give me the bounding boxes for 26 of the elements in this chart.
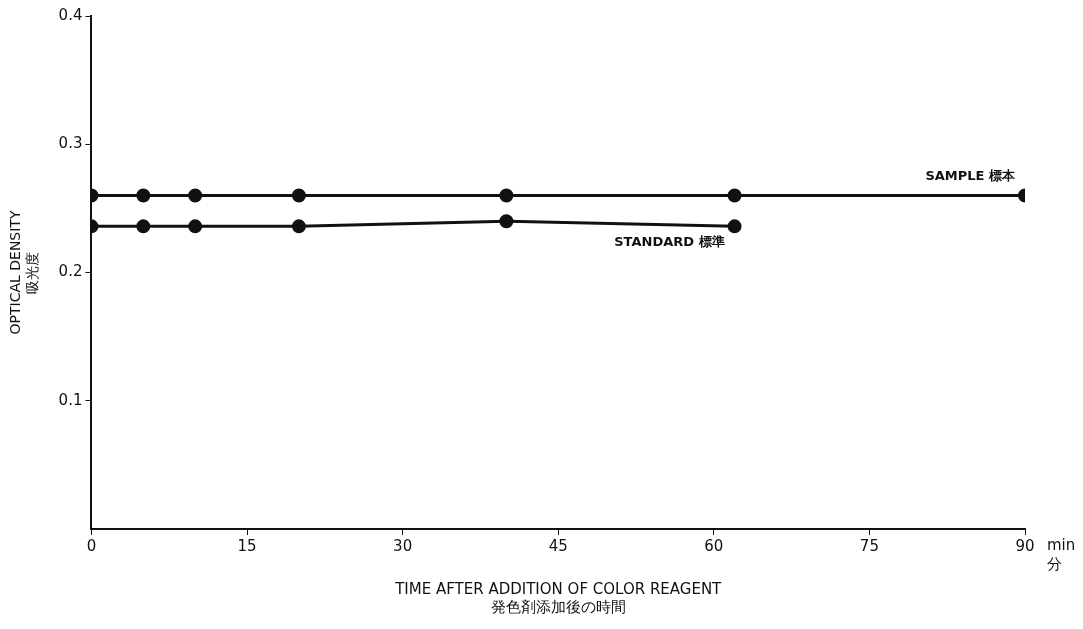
point bbox=[291, 219, 306, 234]
y-tick-label: 0.2 bbox=[58, 262, 83, 281]
x-tick-label: 15 bbox=[237, 536, 257, 555]
point bbox=[727, 219, 742, 234]
series-label: STANDARD 標準 bbox=[614, 234, 725, 250]
point bbox=[188, 219, 203, 234]
point bbox=[499, 214, 514, 229]
series-label: SAMPLE 標本 bbox=[925, 168, 1016, 184]
x-tick-label: 30 bbox=[393, 536, 413, 555]
point bbox=[727, 188, 742, 203]
text: min 分 bbox=[1047, 536, 1076, 574]
point bbox=[499, 188, 514, 203]
x-tick-label: 45 bbox=[548, 536, 568, 555]
x-axis-title: TIME AFTER ADDITION OF COLOR REAGENT 発色剤添加後の時間 bbox=[394, 579, 723, 616]
point bbox=[291, 188, 306, 203]
y-axis-title: OPTICAL DENSITY 吸光度 bbox=[7, 210, 40, 335]
x-tick-label: 75 bbox=[859, 536, 879, 555]
y-tick-label: 0.4 bbox=[58, 5, 83, 24]
y-tick-label: 0.1 bbox=[58, 390, 83, 409]
point bbox=[188, 188, 203, 203]
x-tick-label: 0 bbox=[86, 536, 97, 555]
point bbox=[136, 219, 151, 234]
x-tick-label: 90 bbox=[1015, 536, 1035, 555]
y-tick-label: 0.3 bbox=[58, 134, 83, 153]
point bbox=[136, 188, 151, 203]
x-tick-label: 60 bbox=[704, 536, 724, 555]
